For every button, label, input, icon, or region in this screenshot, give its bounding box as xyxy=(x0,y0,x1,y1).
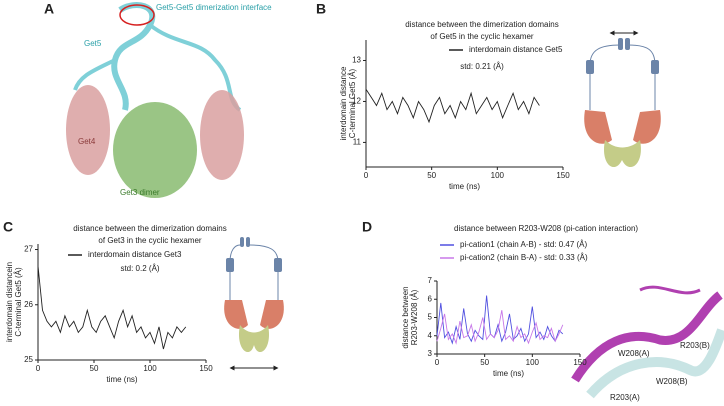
get5-ribbon xyxy=(111,2,156,111)
structure-label: Get4 xyxy=(78,137,96,146)
y-tick-label: 7 xyxy=(428,276,433,285)
y-tick-label: 3 xyxy=(428,349,433,358)
domain xyxy=(226,258,234,272)
y-axis-label: interdomain distancein xyxy=(5,262,14,342)
y-tick-label: 11 xyxy=(353,138,362,147)
domain xyxy=(246,237,250,247)
y-tick-label: 12 xyxy=(352,97,361,106)
chart-title: of Get3 in the cyclic hexamer xyxy=(98,236,201,245)
y-axis-label: C-terminal Get5 (Å) xyxy=(348,68,357,138)
structure-label: R203(A) xyxy=(610,393,640,402)
hexamer-schematic xyxy=(584,30,661,168)
annotation: std: 0.21 (Å) xyxy=(460,62,504,71)
x-tick-label: 100 xyxy=(143,364,157,373)
panel-label: C xyxy=(3,219,13,235)
panel-label: D xyxy=(362,219,372,235)
structure-a: Get5-Get5 dimerization interface Get5 Ge… xyxy=(66,2,272,198)
y-tick-label: 4 xyxy=(428,331,433,340)
domain xyxy=(625,38,630,50)
structure-label: Get5-Get5 dimerization interface xyxy=(156,3,272,12)
x-axis-label: time (ns) xyxy=(493,369,524,378)
structure-label: W208(B) xyxy=(656,377,688,386)
domain xyxy=(274,258,282,272)
helix xyxy=(586,328,724,399)
panel-label: A xyxy=(44,1,54,17)
structure-label: W208(A) xyxy=(618,349,650,358)
y-axis-label: interdomain distance xyxy=(339,66,348,140)
y-tick-label: 26 xyxy=(24,300,33,309)
interface-circle xyxy=(119,4,155,26)
get4-shape xyxy=(633,110,661,144)
structure-label: Get3 dimer xyxy=(120,188,160,197)
get4-shape xyxy=(224,300,248,329)
y-tick-label: 5 xyxy=(428,313,433,322)
y-axis-label: R203-W208 (Å) xyxy=(410,289,419,345)
get3-shape xyxy=(238,325,270,353)
data-line xyxy=(37,266,187,350)
y-tick-label: 27 xyxy=(24,245,33,254)
x-tick-label: 0 xyxy=(364,171,369,180)
x-tick-label: 100 xyxy=(491,171,505,180)
chart-title: distance between the dimerization domain… xyxy=(405,20,558,29)
helix xyxy=(571,291,723,383)
x-tick-label: 0 xyxy=(36,364,41,373)
chart-title: distance between R203-W208 (pi-cation in… xyxy=(454,224,638,233)
legend-label: pi-cation1 (chain A-B) - std: 0.47 (Å) xyxy=(460,240,588,249)
get4 xyxy=(66,85,110,175)
get4 xyxy=(200,90,244,180)
chart-title: distance between the dimerization domain… xyxy=(73,224,226,233)
get4-shape xyxy=(584,110,612,144)
data-line xyxy=(436,310,564,345)
panel-label: B xyxy=(316,1,326,17)
legend-label: pi-cation2 (chain B-A) - std: 0.33 (Å) xyxy=(460,253,588,262)
hexamer-schematic xyxy=(224,237,284,371)
x-tick-label: 50 xyxy=(90,364,99,373)
chart-title: of Get5 in the cyclic hexamer xyxy=(430,32,533,41)
y-axis-label: C-terminal Get5 (Å) xyxy=(14,267,23,337)
x-tick-label: 150 xyxy=(573,358,587,367)
get3-shape xyxy=(603,140,641,168)
get4-shape xyxy=(260,300,284,329)
y-tick-label: 6 xyxy=(428,294,433,303)
annotation: std: 0.2 (Å) xyxy=(120,264,159,273)
domain xyxy=(586,60,594,74)
structure-label: Get5 xyxy=(84,39,102,48)
domain xyxy=(240,237,244,247)
x-tick-label: 50 xyxy=(480,358,489,367)
linker xyxy=(229,272,279,300)
legend-label: interdomain distance Get5 xyxy=(469,45,563,54)
get3 xyxy=(113,102,197,198)
get5-ribbon xyxy=(73,58,116,91)
linker xyxy=(589,74,656,110)
y-axis-label: distance between xyxy=(401,286,410,348)
data-line xyxy=(365,88,540,124)
structure-label: R203(B) xyxy=(680,341,710,350)
x-axis-label: time (ns) xyxy=(449,182,480,191)
domain xyxy=(651,60,659,74)
x-tick-label: 0 xyxy=(435,358,440,367)
x-axis-label: time (ns) xyxy=(106,375,137,384)
legend-label: interdomain distance Get3 xyxy=(88,250,182,259)
y-tick-label: 25 xyxy=(24,355,33,364)
x-tick-label: 150 xyxy=(199,364,213,373)
structure-d: W208(A) R203(B) R203(A) W208(B) xyxy=(571,285,724,402)
x-tick-label: 100 xyxy=(526,358,540,367)
domain xyxy=(618,38,623,50)
x-tick-label: 150 xyxy=(556,171,570,180)
y-tick-label: 13 xyxy=(352,56,361,65)
linker xyxy=(229,244,279,263)
loop xyxy=(639,285,701,295)
x-tick-label: 50 xyxy=(427,171,436,180)
